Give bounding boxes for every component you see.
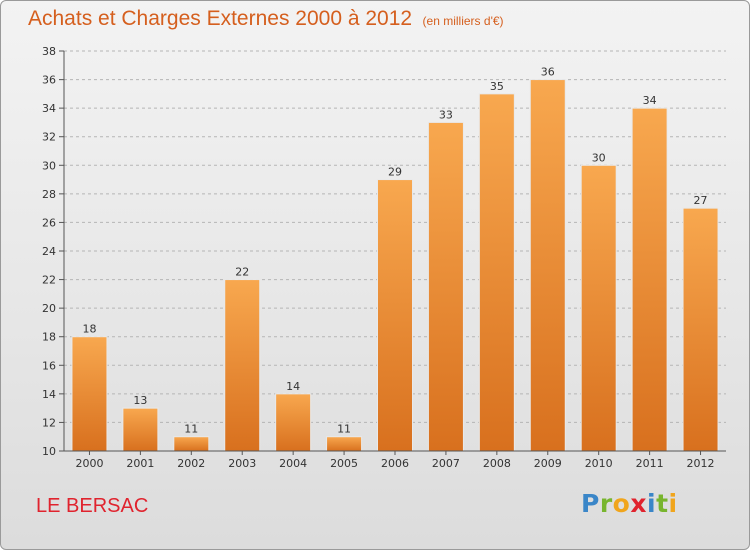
bar-2001 [122, 407, 159, 452]
y-tick-label: 26 [42, 216, 56, 229]
x-tick-label-2000: 2000 [75, 457, 103, 470]
data-label-2010: 30 [592, 151, 606, 164]
bar-2005 [326, 436, 363, 452]
y-tick-label: 18 [42, 331, 56, 344]
data-label-2008: 35 [490, 80, 504, 93]
y-tick-label: 24 [42, 245, 56, 258]
bar-2002 [173, 436, 210, 452]
logo-letter: i [668, 489, 678, 518]
x-tick-label-2010: 2010 [585, 457, 613, 470]
data-label-2006: 29 [388, 166, 402, 179]
x-tick-label-2006: 2006 [381, 457, 409, 470]
y-tick-label: 34 [42, 102, 56, 115]
y-tick-label: 36 [42, 74, 56, 87]
x-tick-label-2009: 2009 [534, 457, 562, 470]
x-tick-label-2004: 2004 [279, 457, 307, 470]
y-tick-label: 16 [42, 359, 56, 372]
bar-2000 [71, 336, 108, 452]
bar-2012 [682, 207, 719, 452]
chart-title-main: Achats et Charges Externes 2000 à 2012 [28, 7, 413, 30]
y-tick-label: 22 [42, 274, 56, 287]
bar-2004 [275, 393, 312, 452]
y-tick-label: 38 [42, 45, 56, 58]
bars: 18 13 11 22 14 11 29 33 35 36 30 34 27 [71, 66, 719, 452]
chart-title-unit: (en milliers d'€) [422, 14, 504, 28]
data-label-2007: 33 [439, 108, 453, 121]
commune-name: LE BERSAC [36, 495, 149, 517]
x-tick-label-2007: 2007 [432, 457, 460, 470]
y-tick-label: 20 [42, 302, 56, 315]
logo-letter: x [630, 489, 647, 518]
data-label-2001: 13 [133, 394, 147, 407]
proxiti-logo: Proxiti [581, 489, 678, 518]
y-tick-label: 30 [42, 159, 56, 172]
bar-2007 [427, 121, 464, 452]
data-label-2005: 11 [337, 423, 351, 436]
axes: 10 12 14 16 18 20 22 24 26 28 30 32 34 36 38 2000 2001 20… [42, 45, 726, 470]
x-tick-label-2011: 2011 [636, 457, 664, 470]
data-label-2000: 18 [82, 323, 96, 336]
bar-2010 [580, 164, 617, 452]
x-tick-label-2008: 2008 [483, 457, 511, 470]
y-tick-label: 10 [42, 445, 56, 458]
data-label-2002: 11 [184, 423, 198, 436]
logo-letter: P [581, 489, 600, 518]
logo-letter: o [612, 489, 631, 518]
y-tick-label: 14 [42, 388, 56, 401]
x-tick-label-2002: 2002 [177, 457, 205, 470]
bar-2008 [478, 93, 515, 452]
bar-2011 [631, 107, 668, 452]
x-tick-label-2003: 2003 [228, 457, 256, 470]
bar-2006 [377, 179, 413, 452]
bar-2009 [529, 79, 566, 452]
bar-2003 [224, 279, 261, 452]
x-tick-label-2001: 2001 [126, 457, 154, 470]
data-label-2009: 36 [541, 66, 555, 79]
chart-title: Achats et Charges Externes 2000 à 2012 (… [28, 7, 504, 31]
data-label-2003: 22 [235, 266, 249, 279]
x-tick-label-2005: 2005 [330, 457, 358, 470]
data-label-2011: 34 [643, 94, 657, 107]
logo-letter: i [647, 489, 657, 518]
x-tick-label-2012: 2012 [687, 457, 715, 470]
y-tick-label: 28 [42, 188, 56, 201]
y-tick-label: 32 [42, 131, 56, 144]
logo-letter: t [656, 489, 669, 518]
data-label-2004: 14 [286, 380, 300, 393]
y-tick-label: 12 [42, 416, 56, 429]
logo-letter: r [599, 489, 613, 518]
data-label-2012: 27 [694, 194, 708, 207]
